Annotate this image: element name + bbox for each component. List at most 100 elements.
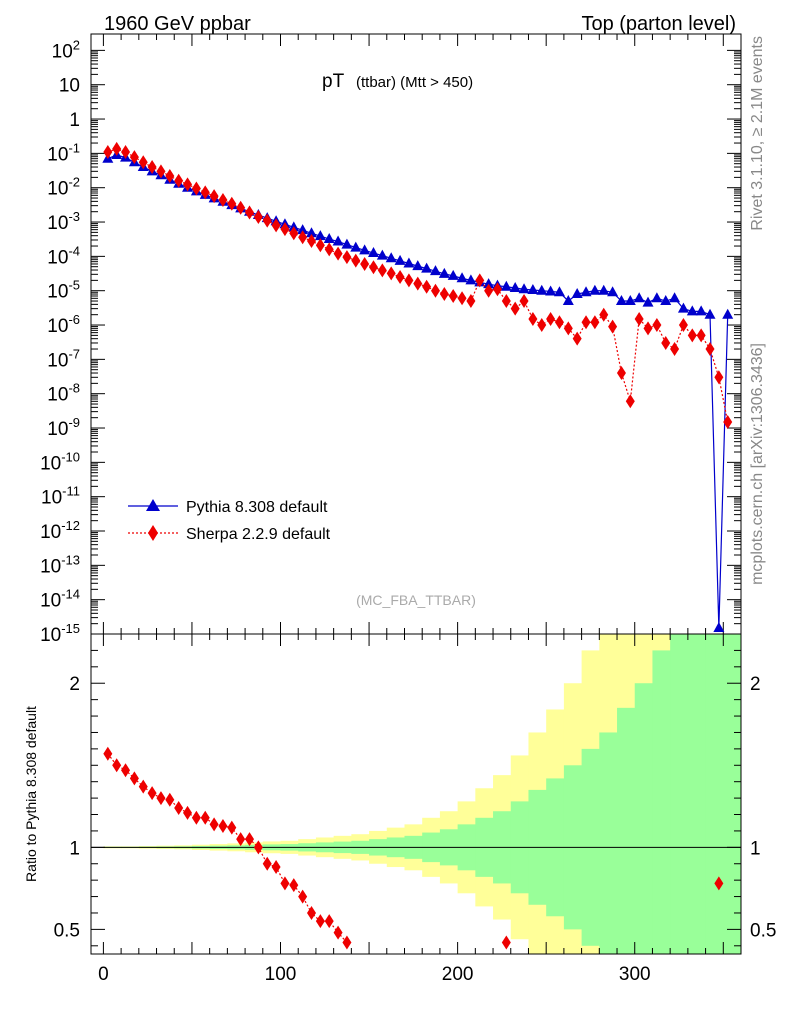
series-0-point-23 — [306, 227, 318, 238]
series-1-point-51 — [554, 315, 564, 330]
legend: Pythia 8.308 default Sherpa 2.2.9 defaul… — [128, 499, 331, 543]
series-1-point-59 — [625, 394, 635, 409]
series-0-point-65 — [677, 302, 689, 313]
series-0-point-36 — [421, 262, 433, 273]
series-0-point-47 — [518, 283, 530, 294]
ratio-ytick-label-l-0: 0.5 — [54, 920, 80, 941]
series-1-point-24 — [315, 238, 325, 253]
ratio-point-25 — [324, 914, 334, 929]
series-0-point-50 — [545, 285, 557, 296]
series-0-point-61 — [642, 296, 654, 307]
series-1-point-8 — [174, 173, 184, 188]
band-inner-34 — [705, 634, 724, 954]
series-0-point-62 — [651, 292, 663, 303]
ratio-ytick-label-l-1: 1 — [69, 838, 80, 859]
series-0-point-32 — [385, 252, 397, 263]
band-inner-33 — [687, 634, 707, 954]
band-inner-29 — [617, 707, 636, 954]
series-0-point-56 — [598, 284, 610, 295]
top-ytick-label-3: 10-1 — [47, 140, 80, 165]
series-1-point-35 — [413, 276, 423, 291]
series-1-point-4 — [138, 155, 148, 170]
chart-title-sub: (ttbar) (Mtt > 450) — [356, 74, 473, 91]
series-1-point-10 — [191, 181, 201, 196]
chart-title-main: pT — [322, 71, 345, 92]
series-0-point-33 — [394, 254, 406, 265]
ratio-point-6 — [156, 791, 166, 806]
series-0-point-55 — [589, 284, 601, 295]
series-0-point-53 — [571, 288, 583, 299]
series-0-point-66 — [686, 305, 698, 316]
series-1-point-65 — [678, 318, 688, 333]
series-1-point-33 — [395, 270, 405, 285]
ratio-point-0 — [103, 746, 113, 761]
series-1-point-55 — [590, 315, 600, 330]
band-inner-32 — [670, 634, 689, 954]
series-0-point-49 — [536, 284, 548, 295]
series-0-point-24 — [314, 230, 326, 241]
series-0-point-28 — [350, 241, 362, 252]
ratio-point-8 — [174, 800, 184, 815]
series-0-point-35 — [412, 260, 424, 271]
series-1-point-42 — [475, 273, 485, 288]
ratio-point-14 — [227, 820, 237, 835]
ratio-point-21 — [289, 878, 299, 893]
header-right: Top (parton level) — [581, 13, 736, 35]
series-0-point-51 — [553, 286, 565, 297]
series-0-point-67 — [695, 305, 707, 316]
ratio-point-1 — [112, 758, 122, 773]
series-1-point-19 — [271, 218, 281, 233]
series-1-point-9 — [183, 177, 193, 192]
series-0-point-68 — [704, 308, 716, 319]
series-0-point-30 — [367, 247, 379, 258]
series-1-point-70 — [723, 414, 733, 429]
top-ytick-label-7: 10-5 — [47, 278, 80, 303]
series-1-point-56 — [599, 307, 609, 322]
series-1-point-39 — [448, 289, 458, 304]
ratio-point-19 — [271, 860, 281, 875]
series-0-point-57 — [607, 286, 619, 297]
top-ytick-label-13: 10-11 — [41, 484, 80, 509]
series-1-point-38 — [439, 287, 449, 302]
top-ytick-label-11: 10-9 — [47, 415, 80, 440]
series-1-point-45 — [501, 294, 511, 309]
top-ytick-label-1: 10 — [59, 76, 80, 97]
series-1-point-60 — [634, 311, 644, 326]
x-tick-label-300: 300 — [619, 964, 651, 985]
top-ytick-label-2: 1 — [69, 110, 80, 131]
series-1-point-7 — [165, 168, 175, 183]
ratio-series-line — [107, 753, 348, 943]
ratio-point-23 — [307, 905, 317, 920]
series-1-point-25 — [324, 242, 334, 257]
series-0-point-38 — [438, 267, 450, 278]
series-1-point-27 — [342, 250, 352, 265]
top-ytick-label-8: 10-6 — [47, 312, 80, 337]
series-1-point-41 — [466, 294, 476, 309]
ratio-point-11 — [200, 810, 210, 825]
ratio-point-27 — [342, 935, 352, 950]
series-0-point-34 — [403, 257, 415, 268]
band-inner-28 — [599, 732, 618, 954]
top-ytick-label-16: 10-14 — [40, 587, 80, 612]
ratio-point-18 — [262, 856, 272, 871]
series-1-point-63 — [661, 335, 671, 350]
series-1-point-11 — [200, 185, 210, 200]
series-1-point-34 — [404, 273, 414, 288]
series-1-point-20 — [280, 222, 290, 237]
rivet-label: Rivet 3.1.10, ≥ 2.1M events — [749, 36, 766, 231]
series-0-point-64 — [669, 292, 681, 303]
series-0-point-26 — [332, 235, 344, 246]
series-1-point-31 — [377, 263, 387, 278]
series-0-point-70 — [722, 308, 734, 319]
x-tick-label-200: 200 — [442, 964, 474, 985]
series-1-point-16 — [245, 205, 255, 220]
series-1 — [103, 141, 733, 429]
ratio-ytick-label-l-2: 2 — [69, 674, 80, 695]
top-ytick-label-6: 10-4 — [47, 243, 80, 268]
series-0-point-45 — [500, 280, 512, 291]
series-1-point-0 — [103, 144, 113, 159]
series-1-point-2 — [121, 144, 131, 159]
series-0-point-54 — [580, 286, 592, 297]
ratio-point-4 — [138, 779, 148, 794]
top-ytick-label-17: 10-15 — [40, 621, 80, 646]
